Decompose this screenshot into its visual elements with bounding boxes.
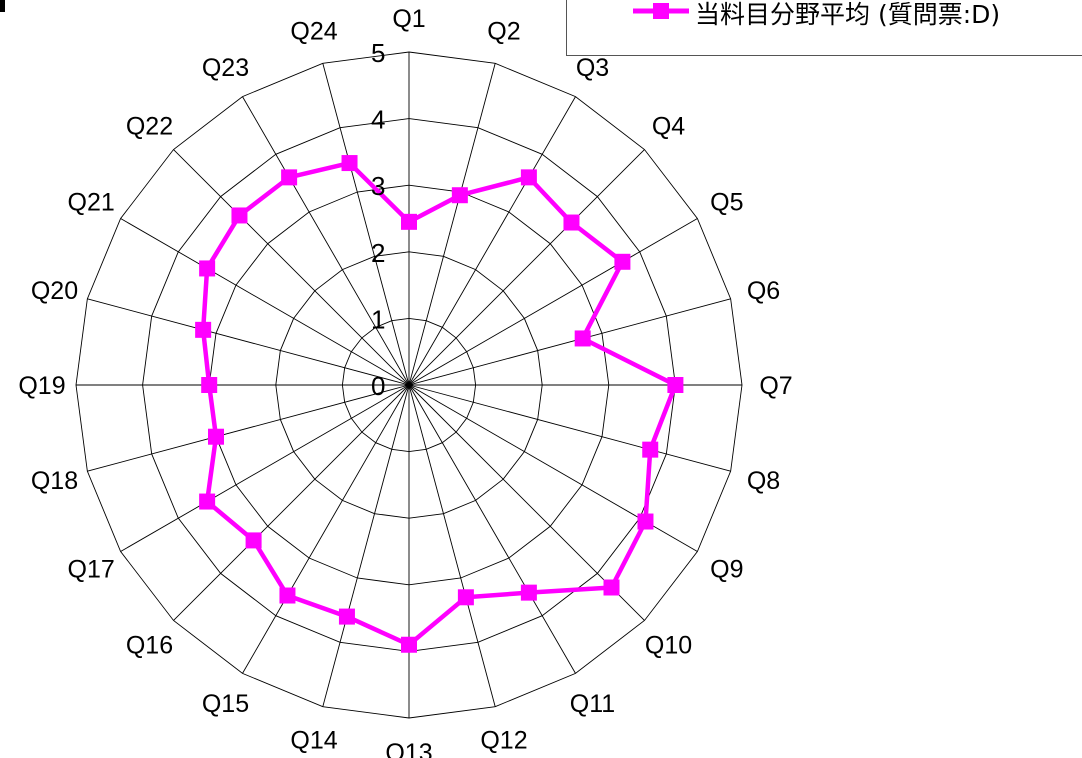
grid-spoke bbox=[120, 384, 410, 552]
series-layer bbox=[195, 155, 684, 653]
category-label: Q10 bbox=[645, 632, 692, 660]
grid-spoke bbox=[408, 149, 645, 386]
data-point bbox=[201, 377, 218, 393]
category-label: Q6 bbox=[747, 277, 780, 305]
grid-layer bbox=[75, 51, 743, 719]
category-label: Q17 bbox=[68, 556, 115, 584]
grid-spoke bbox=[87, 298, 410, 386]
label-layer: 0 1 2 3 4 5Q1 Q2 Q3 Q4 Q5 Q6 Q7 Q8 Q9 Q10 Q11 Q12 Q13 Q14 Q… bbox=[18, 5, 792, 758]
category-label: Q23 bbox=[202, 54, 249, 82]
category-label: Q14 bbox=[290, 726, 337, 754]
category-label: Q7 bbox=[759, 372, 792, 400]
legend: 当料目分野平均 (質問票:D) bbox=[566, 0, 1082, 56]
category-label: Q13 bbox=[385, 739, 432, 758]
category-label: Q11 bbox=[570, 690, 615, 718]
data-point bbox=[667, 377, 684, 393]
data-point bbox=[341, 155, 358, 172]
data-point bbox=[614, 253, 631, 270]
grid-spoke bbox=[322, 63, 410, 386]
data-point bbox=[199, 493, 216, 510]
grid-spoke bbox=[408, 384, 576, 674]
grid-spoke bbox=[173, 149, 410, 386]
category-label: Q15 bbox=[202, 690, 249, 718]
data-point bbox=[520, 584, 537, 601]
grid-spoke bbox=[408, 298, 731, 386]
category-label: Q4 bbox=[652, 112, 685, 140]
data-point bbox=[451, 187, 468, 204]
data-point bbox=[520, 169, 537, 186]
data-point bbox=[279, 587, 296, 604]
category-label: Q24 bbox=[290, 18, 337, 46]
data-point bbox=[199, 260, 216, 277]
grid-spoke bbox=[87, 384, 410, 472]
data-point bbox=[281, 169, 298, 186]
category-label: Q12 bbox=[480, 726, 527, 754]
category-label: Q21 bbox=[68, 189, 115, 217]
legend-label: 当料目分野平均 (質問票:D) bbox=[695, 0, 1001, 29]
data-point bbox=[563, 214, 580, 231]
data-point bbox=[603, 579, 620, 596]
category-label: Q19 bbox=[18, 372, 65, 400]
grid-spoke bbox=[322, 384, 410, 707]
data-point bbox=[208, 428, 225, 445]
category-label: Q5 bbox=[710, 189, 743, 217]
category-label: Q22 bbox=[126, 112, 173, 140]
r-tick-label: 2 bbox=[371, 238, 385, 268]
category-label: Q16 bbox=[126, 632, 173, 660]
grid-spoke bbox=[120, 218, 410, 386]
category-label: Q20 bbox=[31, 277, 78, 305]
data-point bbox=[642, 441, 659, 458]
grid-spoke bbox=[408, 384, 698, 552]
data-point bbox=[637, 513, 654, 530]
data-point bbox=[195, 321, 212, 338]
r-tick-label: 3 bbox=[371, 171, 385, 201]
corner-mark bbox=[0, 0, 5, 12]
grid-spoke bbox=[408, 218, 698, 386]
data-point bbox=[457, 589, 474, 606]
data-point bbox=[401, 636, 417, 653]
grid-spoke bbox=[408, 96, 576, 386]
data-point bbox=[401, 213, 417, 230]
r-tick-label: 1 bbox=[371, 304, 385, 334]
category-label: Q8 bbox=[747, 467, 780, 495]
legend-swatch-icon bbox=[633, 3, 689, 19]
category-label: Q18 bbox=[31, 467, 78, 495]
data-point bbox=[245, 532, 262, 549]
grid-spoke bbox=[408, 384, 496, 707]
r-tick-label: 4 bbox=[371, 105, 385, 135]
data-point bbox=[574, 330, 591, 347]
category-label: Q9 bbox=[710, 556, 743, 584]
category-label: Q1 bbox=[392, 5, 425, 33]
grid-spoke bbox=[242, 384, 410, 674]
category-label: Q2 bbox=[487, 18, 520, 46]
series-line bbox=[200, 160, 678, 647]
grid-spoke bbox=[173, 384, 410, 621]
grid-spoke bbox=[242, 96, 410, 386]
r-tick-label: 5 bbox=[371, 38, 385, 68]
category-label: Q3 bbox=[576, 54, 609, 82]
r-tick-label: 0 bbox=[371, 371, 385, 401]
data-point bbox=[338, 608, 355, 625]
grid-spoke bbox=[408, 384, 731, 472]
grid-spoke bbox=[408, 63, 496, 386]
data-point bbox=[231, 207, 248, 224]
